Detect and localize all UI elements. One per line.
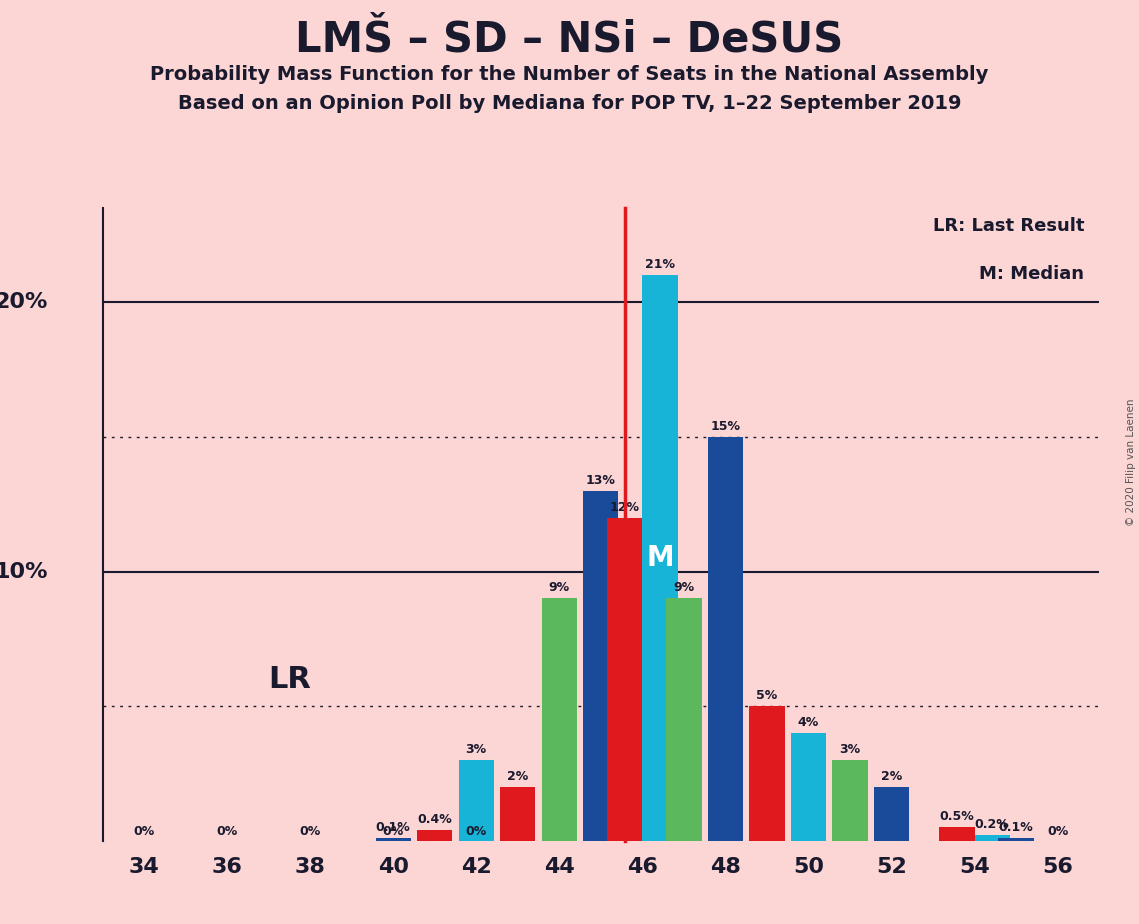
Text: 3%: 3%	[466, 743, 486, 756]
Text: 0.5%: 0.5%	[940, 810, 974, 823]
Text: 2%: 2%	[507, 770, 528, 783]
Text: 0.4%: 0.4%	[417, 813, 452, 826]
Bar	[790, 733, 826, 841]
Bar	[542, 599, 577, 841]
Text: Based on an Opinion Poll by Mediana for POP TV, 1–22 September 2019: Based on an Opinion Poll by Mediana for …	[178, 94, 961, 114]
Bar	[749, 706, 785, 841]
Bar	[607, 517, 642, 841]
Bar	[666, 599, 702, 841]
Text: LMŠ – SD – NSi – DeSUS: LMŠ – SD – NSi – DeSUS	[295, 18, 844, 60]
Bar	[417, 830, 452, 841]
Text: 0%: 0%	[216, 824, 238, 838]
Text: 12%: 12%	[609, 501, 640, 514]
Text: M: Median: M: Median	[980, 265, 1084, 283]
Text: 21%: 21%	[645, 258, 675, 272]
Text: LR: LR	[268, 664, 311, 694]
Bar	[500, 787, 535, 841]
Text: LR: Last Result: LR: Last Result	[933, 217, 1084, 236]
Text: 9%: 9%	[549, 581, 570, 594]
Text: 0%: 0%	[133, 824, 155, 838]
Text: 4%: 4%	[797, 716, 819, 729]
Text: 0%: 0%	[300, 824, 321, 838]
Bar	[940, 827, 975, 841]
Bar	[376, 838, 411, 841]
Text: 0%: 0%	[383, 824, 404, 838]
Text: 20%: 20%	[0, 292, 48, 312]
Text: 13%: 13%	[585, 474, 616, 487]
Text: 3%: 3%	[839, 743, 861, 756]
Text: 5%: 5%	[756, 689, 778, 702]
Text: M: M	[646, 544, 674, 572]
Bar	[833, 760, 868, 841]
Text: Probability Mass Function for the Number of Seats in the National Assembly: Probability Mass Function for the Number…	[150, 65, 989, 84]
Bar	[642, 275, 678, 841]
Text: 10%: 10%	[0, 562, 48, 581]
Text: 0%: 0%	[466, 824, 486, 838]
Text: 15%: 15%	[711, 419, 740, 432]
Bar	[874, 787, 909, 841]
Text: 0.2%: 0.2%	[975, 819, 1009, 832]
Text: 2%: 2%	[880, 770, 902, 783]
Text: 0.1%: 0.1%	[376, 821, 410, 834]
Text: © 2020 Filip van Laenen: © 2020 Filip van Laenen	[1125, 398, 1136, 526]
Text: 0%: 0%	[1047, 824, 1068, 838]
Bar	[707, 437, 743, 841]
Bar	[975, 835, 1010, 841]
Bar	[459, 760, 494, 841]
Bar	[999, 838, 1034, 841]
Text: 0.1%: 0.1%	[999, 821, 1033, 834]
Bar	[583, 491, 618, 841]
Text: 9%: 9%	[673, 581, 695, 594]
